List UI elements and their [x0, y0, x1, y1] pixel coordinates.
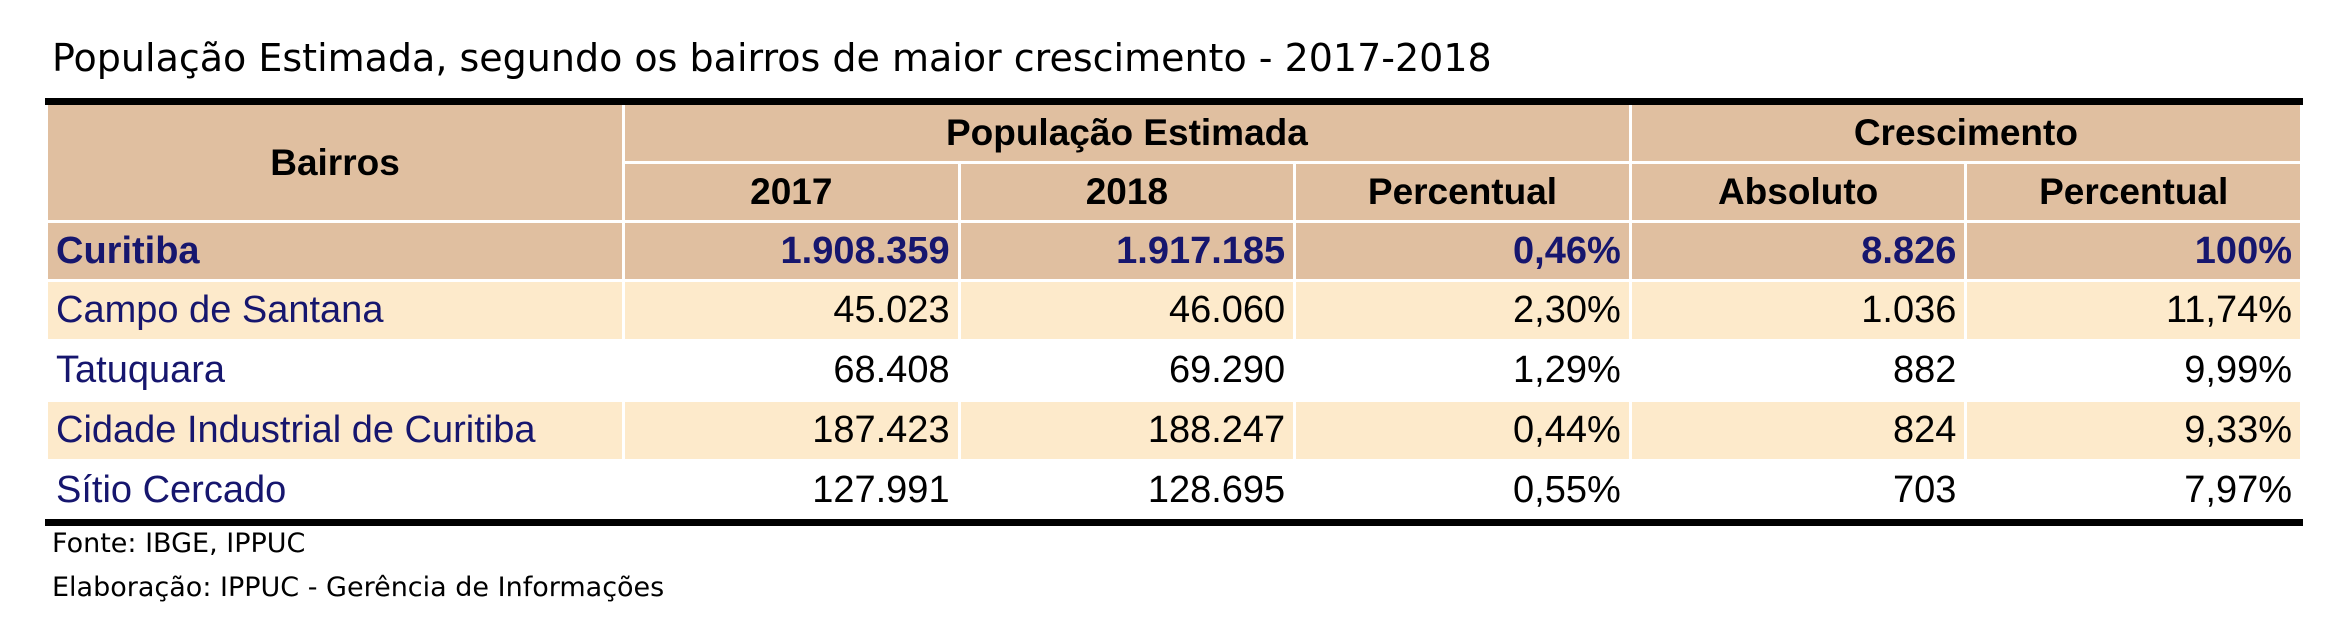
cell-2018: 188.247 [957, 399, 1297, 462]
cell-percentual-growth: 7,97% [1964, 459, 2303, 524]
cell-bairro: Sítio Cercado [45, 459, 625, 524]
cell-2017: 1.908.359 [622, 220, 961, 282]
header-2018: 2018 [957, 161, 1297, 223]
cell-percentual: 0,46% [1293, 220, 1632, 282]
header-bairros: Bairros [45, 100, 625, 223]
table-row: Cidade Industrial de Curitiba 187.423 18… [45, 399, 2303, 462]
cell-percentual: 2,30% [1293, 279, 1632, 342]
table-row: Tatuquara 68.408 69.290 1,29% 882 9,99% [45, 339, 2303, 402]
cell-2017: 45.023 [622, 279, 961, 342]
cell-2017: 68.408 [622, 339, 961, 402]
cell-percentual: 1,29% [1293, 339, 1632, 402]
cell-absoluto: 8.826 [1628, 220, 1968, 282]
header-absoluto: Absoluto [1628, 161, 1968, 223]
cell-percentual-growth: 9,99% [1964, 339, 2303, 402]
cell-bairro: Cidade Industrial de Curitiba [45, 399, 625, 462]
source-note: Fonte: IBGE, IPPUC [52, 528, 306, 559]
header-percentual-growth: Percentual [1964, 161, 2303, 223]
cell-absoluto: 703 [1628, 459, 1968, 524]
table-row: Curitiba 1.908.359 1.917.185 0,46% 8.826… [45, 220, 2303, 282]
table-row: Campo de Santana 45.023 46.060 2,30% 1.0… [45, 279, 2303, 342]
cell-bairro: Tatuquara [45, 339, 625, 402]
table-title: População Estimada, segundo os bairros d… [52, 36, 1492, 80]
table-row: Sítio Cercado 127.991 128.695 0,55% 703 … [45, 459, 2303, 524]
cell-percentual-growth: 9,33% [1964, 399, 2303, 462]
cell-percentual: 0,44% [1293, 399, 1632, 462]
header-row-2: 2017 2018 Percentual Absoluto Percentual [47, 161, 2303, 223]
header-2017: 2017 [622, 161, 961, 223]
header-group-population: População Estimada [622, 100, 1632, 164]
cell-absoluto: 1.036 [1628, 279, 1968, 342]
header-row-1: Bairros População Estimada Crescimento [45, 100, 2304, 223]
cell-percentual-growth: 11,74% [1964, 279, 2303, 342]
cell-2018: 128.695 [957, 459, 1297, 524]
author-note: Elaboração: IPPUC - Gerência de Informaç… [52, 572, 665, 603]
cell-2018: 69.290 [957, 339, 1297, 402]
cell-percentual: 0,55% [1293, 459, 1632, 524]
cell-bairro: Campo de Santana [45, 279, 625, 342]
cell-2018: 1.917.185 [957, 220, 1297, 282]
cell-2018: 46.060 [957, 279, 1297, 342]
header-group-growth: Crescimento [1628, 100, 2304, 164]
cell-absoluto: 824 [1628, 399, 1968, 462]
cell-2017: 127.991 [622, 459, 961, 524]
cell-2017: 187.423 [622, 399, 961, 462]
header-percentual: Percentual [1293, 161, 1632, 223]
cell-bairro: Curitiba [45, 220, 625, 282]
cell-absoluto: 882 [1628, 339, 1968, 402]
population-table: Bairros População Estimada Crescimento 2… [45, 98, 2304, 526]
cell-percentual-growth: 100% [1964, 220, 2303, 282]
